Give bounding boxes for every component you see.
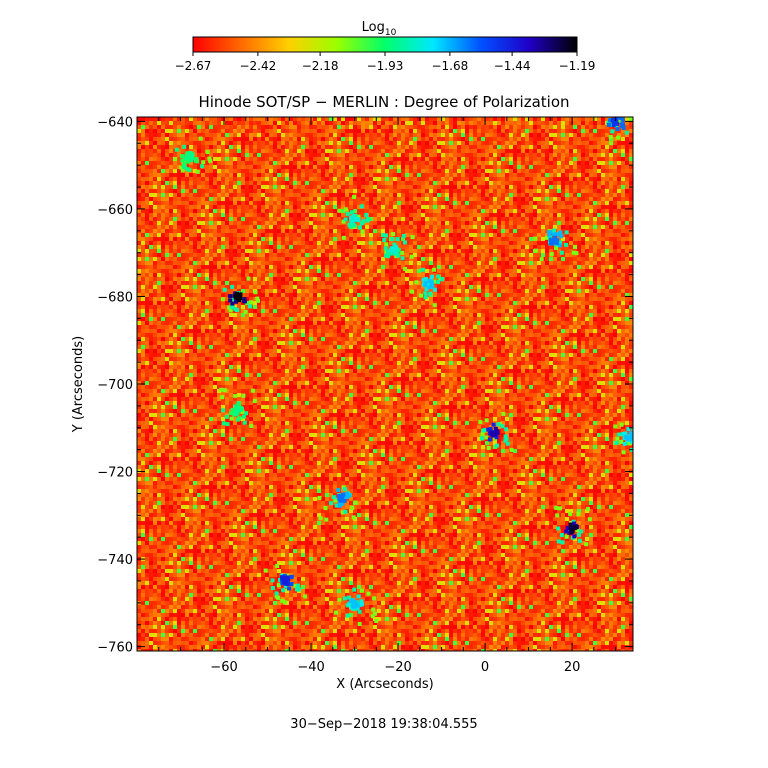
y-axis: −640 −660 −680 −700 −720 −740 −760 (97, 115, 633, 656)
y-axis-label: Y (Arcseconds) (71, 336, 86, 433)
heatmap-image (137, 117, 633, 651)
polarization-feature (173, 136, 213, 174)
x-tick-label: 0 (481, 660, 489, 675)
colorbar-tick-label: −1.19 (559, 59, 596, 73)
colorbar-tick-label: −2.18 (302, 59, 339, 73)
polarization-feature (533, 228, 579, 262)
polarization-feature (410, 267, 445, 308)
colorbar-tick-label: −2.42 (239, 59, 276, 73)
y-tick-label: −700 (97, 378, 133, 393)
y-tick-label: −740 (97, 553, 133, 568)
y-tick-label: −660 (97, 203, 133, 218)
polarization-feature (605, 117, 633, 146)
y-tick-label: −720 (97, 466, 133, 481)
colorbar-ticks: −2.67 −2.42 −2.18 −1.93 −1.68 −1.44 −1.19 (175, 52, 596, 73)
y-tick-label: −680 (97, 290, 133, 305)
polarization-feature (478, 411, 514, 452)
x-tick-label: −60 (210, 660, 237, 675)
colorbar-tick-label: −2.67 (175, 59, 212, 73)
x-tick-label: −40 (297, 660, 324, 675)
x-axis: −60 −40 −20 0 20 (158, 117, 617, 675)
polarization-features (173, 117, 633, 626)
y-tick-label: −640 (97, 115, 133, 130)
x-tick-label: 20 (564, 660, 581, 675)
polarization-feature (220, 276, 260, 314)
timestamp: 30−Sep−2018 19:38:04.555 (290, 717, 477, 732)
x-tick-label: −20 (384, 660, 411, 675)
y-tick-label: −760 (97, 641, 133, 656)
colorbar-bar (192, 36, 578, 53)
polarization-feature (381, 232, 415, 271)
polarization-feature (334, 587, 379, 626)
polarization-feature (554, 505, 592, 547)
colorbar-tick-label: −1.93 (367, 59, 404, 73)
colorbar-label: Log10 (362, 20, 397, 38)
polarization-feature (613, 422, 633, 455)
polarization-feature (317, 485, 358, 522)
chart-title: Hinode SOT/SP − MERLIN : Degree of Polar… (198, 93, 569, 111)
polarization-feature (263, 563, 308, 605)
x-axis-label: X (Arcseconds) (336, 677, 433, 692)
colorbar-tick-label: −1.44 (494, 59, 531, 73)
polarization-feature (337, 194, 370, 240)
colorbar-tick-label: −1.68 (431, 59, 468, 73)
colorbar: Log10 −2.67 −2.42 −2.18 −1.93 −1.68 −1.44 −1.1… (175, 20, 596, 73)
polarization-feature (219, 387, 257, 429)
